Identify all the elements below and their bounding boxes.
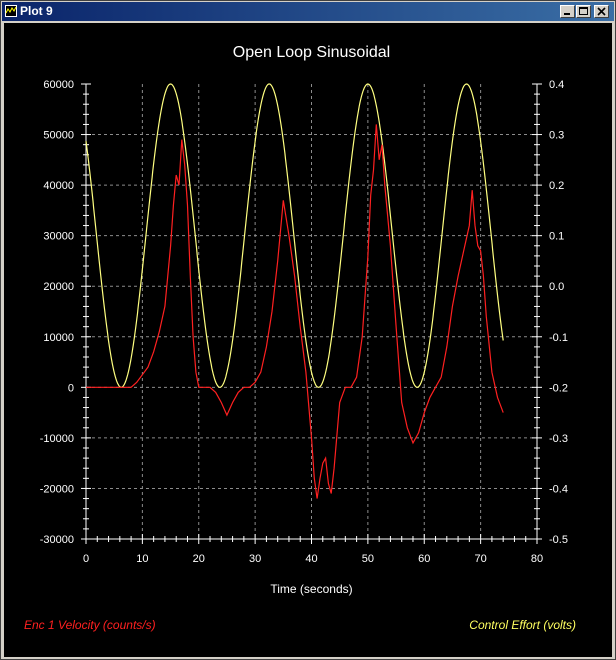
y-left-tick-label: 20000 (43, 281, 74, 293)
y-left-tick-label: 40000 (43, 180, 74, 192)
y-left-tick-label: 10000 (43, 332, 74, 344)
y-right-tick-label: 0.3 (549, 130, 564, 142)
y-left-tick-label: 50000 (43, 130, 74, 142)
y-right-tick-label: -0.5 (549, 534, 568, 546)
x-tick-label: 40 (305, 553, 317, 565)
chart-title: Open Loop Sinusoidal (233, 44, 390, 61)
y-right-tick-label: 0.1 (549, 231, 564, 243)
minimize-icon (564, 13, 570, 15)
plot-area: Open Loop Sinusoidal -30000 -20000 -10000 0 1… (4, 23, 612, 657)
y-right-tick-label: 0.2 (549, 180, 564, 192)
y-left-axis-label: Enc 1 Velocity (counts/s) (24, 618, 156, 632)
x-tick-label: 50 (362, 553, 374, 565)
maximize-icon (579, 7, 588, 15)
y-left-tick-label: -30000 (40, 534, 74, 546)
y-right-tick-label: -0.2 (549, 382, 568, 394)
x-axis-label: Time (seconds) (270, 582, 352, 596)
y-right-tick-label: 0.4 (549, 79, 564, 91)
y-left-tick-label: 60000 (43, 79, 74, 91)
x-tick-label: 10 (136, 553, 148, 565)
y-left-tick-label: 30000 (43, 231, 74, 243)
chart: Open Loop Sinusoidal -30000 -20000 -10000 0 1… (24, 44, 576, 632)
plot-app-icon (5, 5, 17, 17)
title-bar[interactable]: Plot 9 (2, 2, 614, 21)
close-button[interactable] (594, 5, 609, 18)
minimize-button[interactable] (560, 5, 575, 18)
x-tick-label: 60 (418, 553, 430, 565)
series-line-enc1-velocity (86, 124, 504, 499)
y-left-tick-label: -20000 (40, 483, 74, 495)
y-right-tick-label: -0.4 (549, 483, 568, 495)
x-tick-label: 0 (83, 553, 89, 565)
y-right-tick-label: -0.1 (549, 332, 568, 344)
x-tick-label: 30 (249, 553, 261, 565)
y-left-tick-label: -10000 (40, 433, 74, 445)
series-line-control-effort (85, 83, 504, 388)
y-right-axis-label: Control Effort (volts) (469, 618, 576, 632)
y-left-tick-label: 0 (68, 382, 74, 394)
x-tick-label: 80 (531, 553, 543, 565)
x-tick-label: 20 (193, 553, 205, 565)
window-title: Plot 9 (20, 4, 53, 18)
x-tick-label: 70 (475, 553, 487, 565)
y-right-tick-label: 0.0 (549, 281, 564, 293)
close-icon (597, 7, 606, 16)
maximize-button[interactable] (576, 5, 591, 18)
y-right-tick-label: -0.3 (549, 433, 568, 445)
